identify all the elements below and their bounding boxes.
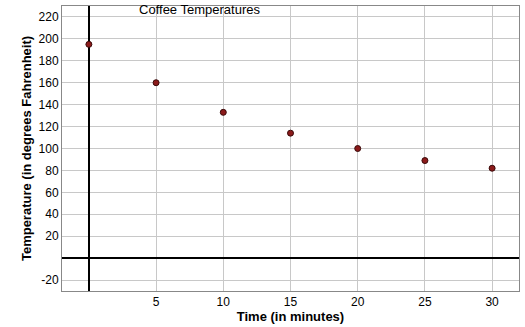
svg-text:120: 120 (39, 120, 59, 134)
svg-text:Temperature (in degrees Fahren: Temperature (in degrees Fahrenheit) (19, 36, 34, 261)
svg-text:100: 100 (39, 142, 59, 156)
svg-text:20: 20 (351, 295, 365, 309)
svg-text:10: 10 (217, 295, 231, 309)
svg-text:-20: -20 (41, 273, 59, 287)
svg-text:60: 60 (45, 186, 59, 200)
svg-text:160: 160 (39, 76, 59, 90)
svg-text:180: 180 (39, 54, 59, 68)
svg-text:15: 15 (284, 295, 298, 309)
svg-text:25: 25 (418, 295, 432, 309)
svg-text:Coffee Temperatures: Coffee Temperatures (139, 2, 260, 17)
svg-text:200: 200 (39, 32, 59, 46)
svg-text:80: 80 (45, 164, 59, 178)
svg-text:5: 5 (153, 295, 160, 309)
svg-text:40: 40 (45, 207, 59, 221)
svg-text:220: 220 (39, 10, 59, 24)
svg-text:20: 20 (45, 229, 59, 243)
svg-text:30: 30 (485, 295, 499, 309)
svg-text:Time (in minutes): Time (in minutes) (237, 309, 344, 324)
svg-text:140: 140 (39, 98, 59, 112)
